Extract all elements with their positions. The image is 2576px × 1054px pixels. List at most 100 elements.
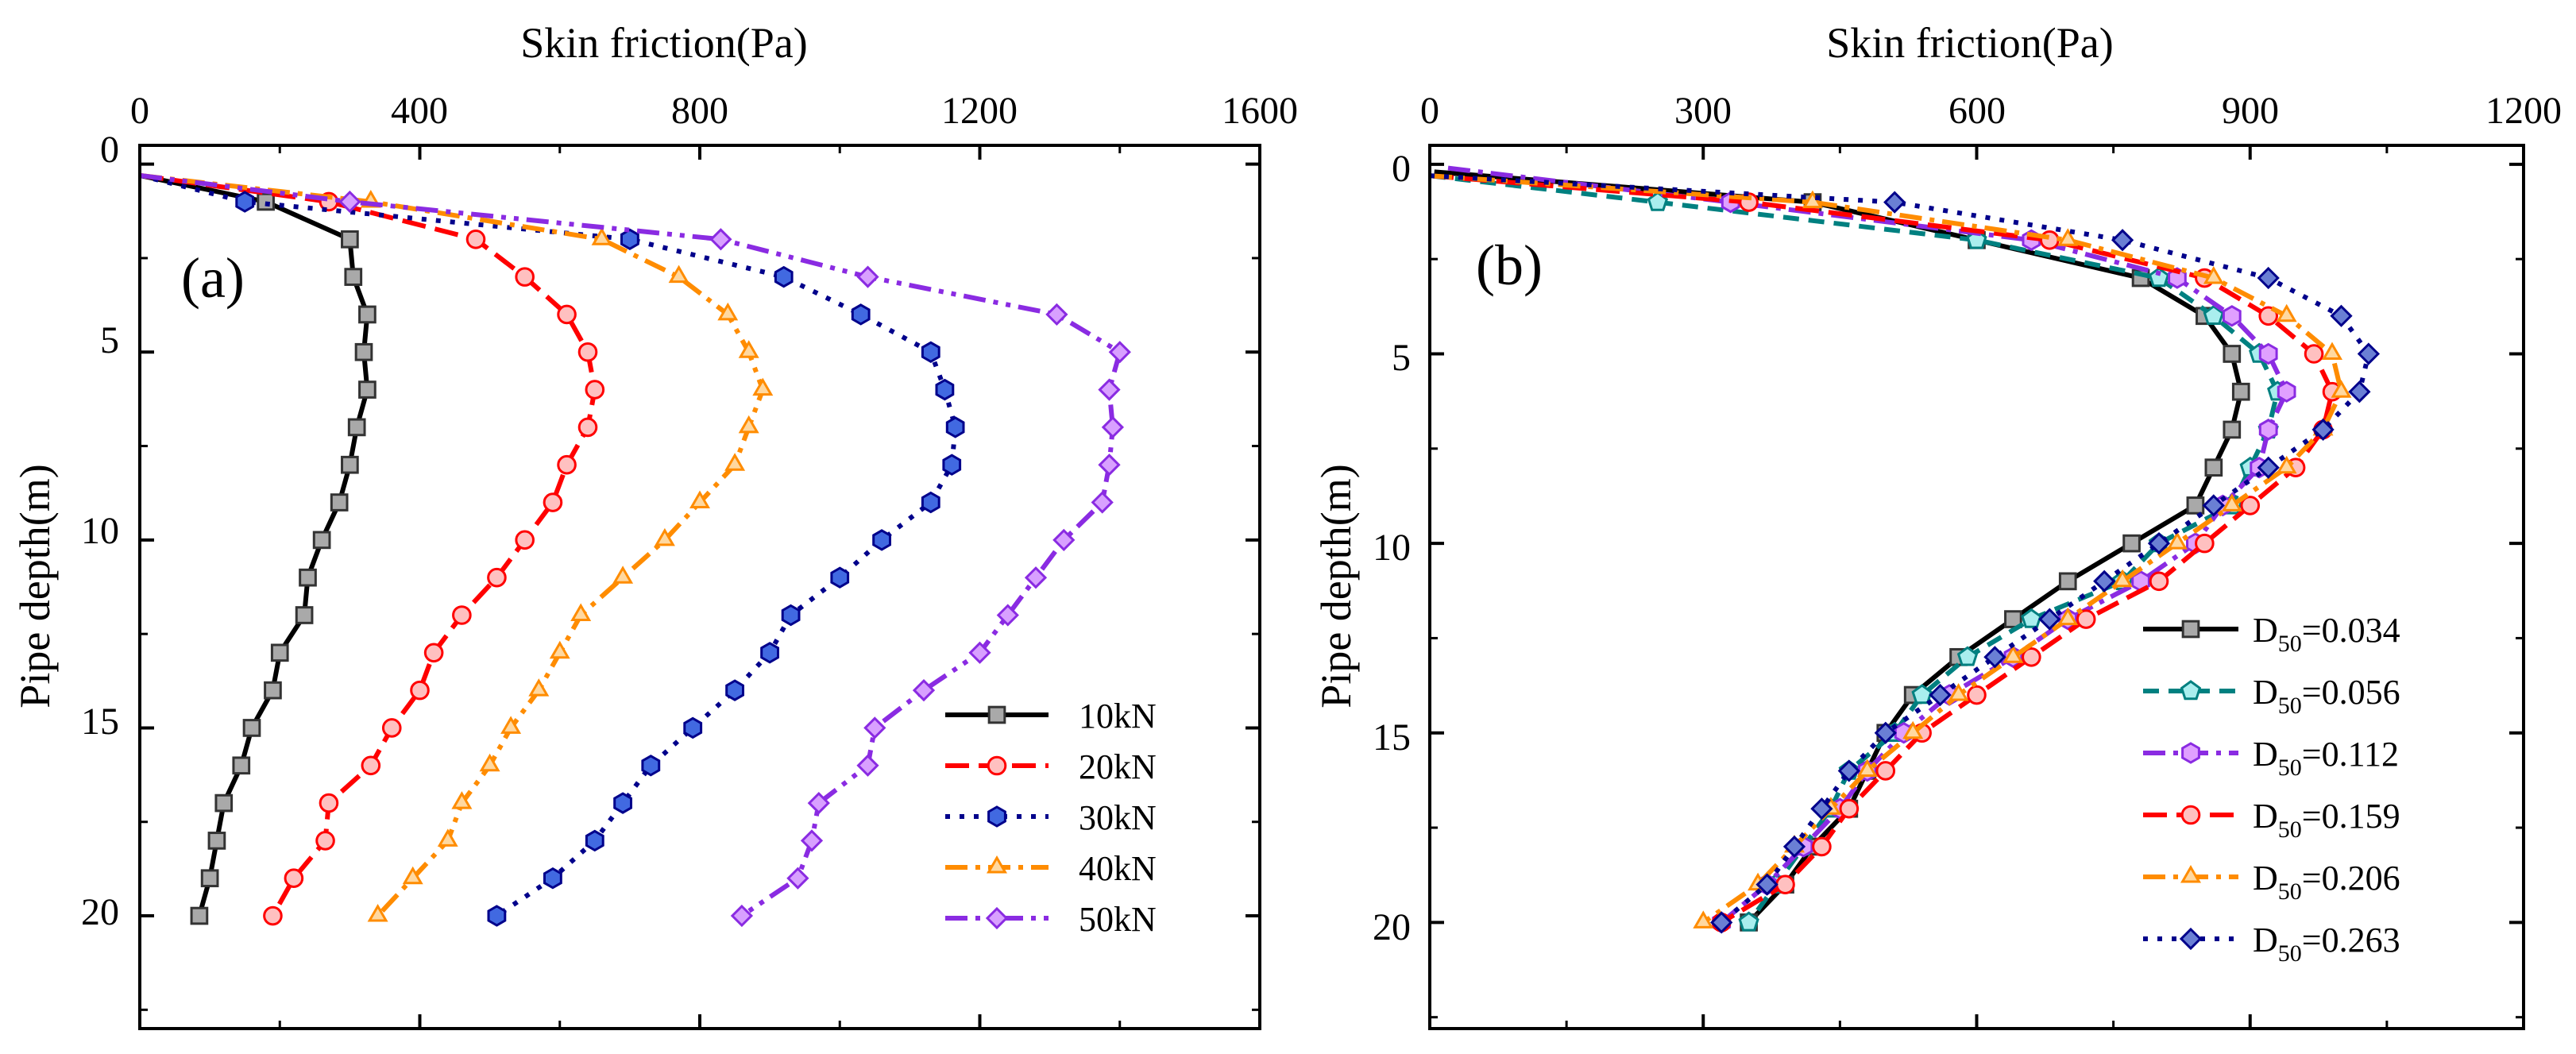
data-point: [856, 265, 879, 288]
data-point: [2112, 569, 2134, 588]
data-point: [1098, 454, 1121, 477]
data-point: [1782, 835, 1806, 859]
series-line: [139, 172, 1122, 918]
data-point: [200, 869, 219, 888]
data-point: [613, 792, 632, 814]
data-point: [1052, 528, 1076, 552]
data-point: [354, 342, 373, 361]
panel-a-legend: 10kN 20kN 30kN 40kN 50kN: [945, 697, 1157, 939]
panel-b-ticks: [1428, 145, 2525, 1029]
legend-label-main: D: [2253, 859, 2278, 898]
panel-a-legend-swatches: [945, 705, 1049, 930]
data-point: [190, 906, 209, 925]
data-point: [1837, 759, 1860, 782]
data-point: [515, 267, 535, 287]
series-line: [1429, 173, 2371, 925]
data-point: [1810, 797, 1833, 820]
legend-label-main: D: [2253, 673, 2278, 712]
data-point: [800, 829, 824, 852]
data-point: [577, 417, 598, 438]
data-point: [2221, 493, 2242, 512]
legend-label-value: =0.034: [2302, 611, 2400, 650]
legend-label-value: =0.159: [2302, 797, 2400, 836]
legend-label: 30kN: [1079, 798, 1157, 837]
data-point: [270, 643, 289, 662]
data-point: [437, 828, 458, 847]
data-point: [242, 719, 261, 737]
panel-a-x-tick-label: 1200: [941, 90, 1018, 132]
data-point: [1883, 191, 1906, 214]
data-point: [968, 641, 991, 664]
panel-a-x-tick-label: 800: [671, 90, 728, 132]
data-point: [863, 716, 886, 739]
data-point: [1710, 911, 1733, 934]
data-point: [577, 342, 598, 362]
data-point: [207, 832, 226, 850]
panel-a-y-tick-label: 20: [81, 891, 119, 933]
data-point: [2167, 531, 2188, 550]
data-point: [2203, 265, 2224, 284]
legend-label: D50=0.056: [2253, 673, 2400, 719]
data-point: [1738, 911, 1759, 932]
data-point: [549, 640, 570, 659]
data-point: [2203, 304, 2225, 325]
data-point: [341, 455, 359, 474]
legend-label-subscript: 50: [2278, 817, 2302, 843]
data-point: [641, 755, 661, 777]
legend-label: 50kN: [1079, 900, 1157, 939]
legend-label: D50=0.263: [2253, 921, 2400, 967]
panel-b-x-tick-label: 600: [1948, 90, 2006, 132]
series-line: [139, 172, 958, 918]
legend-label: 40kN: [1079, 849, 1157, 888]
data-point: [1967, 685, 1987, 705]
data-point: [2147, 531, 2171, 555]
panel-a-y-tick-label: 10: [81, 510, 119, 552]
data-point: [2257, 266, 2280, 290]
data-point: [1929, 683, 1952, 707]
data-point: [912, 678, 936, 702]
data-point: [2304, 344, 2324, 364]
panel-b: 0 300 600 900 1200 0 5 10 15 20 Skin fri…: [1312, 19, 2562, 1030]
data-point: [264, 681, 282, 700]
legend-label-main: D: [2253, 611, 2278, 650]
data-point: [1911, 684, 1933, 705]
data-point: [2058, 572, 2077, 591]
panel-a-y-axis-title: Pipe depth(m): [11, 464, 59, 708]
legend-label-main: D: [2253, 735, 2278, 774]
legend-label: 20kN: [1079, 747, 1157, 786]
data-point: [361, 755, 381, 776]
panel-b-legend-swatches: [2143, 620, 2238, 951]
legend-label-value: =0.056: [2302, 673, 2400, 712]
panel-a-x-tick-label: 1600: [1222, 90, 1298, 132]
legend-marker: [2181, 742, 2200, 764]
panel-a-y-tick-label: 5: [100, 319, 119, 361]
data-point: [2148, 267, 2170, 288]
data-point: [872, 529, 891, 551]
data-point: [295, 606, 314, 624]
data-point: [1948, 682, 1969, 701]
panel-a-label: (a): [181, 246, 245, 310]
legend-label: D50=0.159: [2253, 797, 2400, 843]
data-point: [2111, 229, 2134, 252]
data-point: [717, 302, 739, 321]
data-point: [1856, 759, 1878, 777]
legend-label: D50=0.206: [2253, 859, 2400, 905]
data-point: [2276, 303, 2297, 322]
data-point: [381, 718, 402, 738]
panel-b-y-tick-label: 15: [1373, 716, 1411, 759]
legend-label-main: D: [2253, 921, 2278, 959]
legend-marker: [987, 755, 1007, 776]
data-point: [2348, 380, 2371, 403]
data-point: [2002, 645, 2024, 663]
data-point: [2223, 420, 2242, 439]
data-point: [319, 793, 339, 813]
data-point: [2038, 608, 2061, 631]
data-point: [515, 530, 535, 550]
data-point: [2222, 305, 2242, 327]
legend-label: D50=0.112: [2253, 735, 2399, 781]
data-point: [935, 378, 955, 401]
data-point: [683, 716, 703, 739]
data-point: [591, 227, 612, 245]
legend-label-value: =0.112: [2302, 735, 2399, 774]
data-point: [2202, 494, 2225, 517]
